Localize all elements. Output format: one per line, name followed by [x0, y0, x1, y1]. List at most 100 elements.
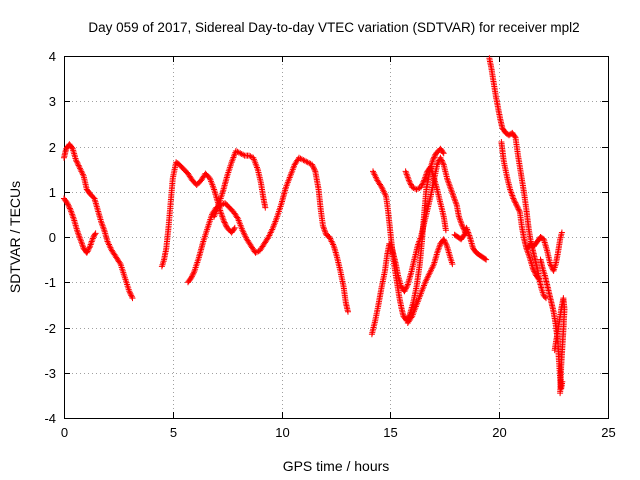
data-point: [531, 269, 538, 276]
data-point: [188, 274, 195, 281]
y-tick-label: 0: [49, 230, 56, 245]
data-point: [430, 155, 437, 162]
data-point: [128, 293, 135, 300]
data-point: [440, 236, 447, 243]
data-point: [547, 261, 554, 268]
data-point: [402, 285, 409, 292]
data-point: [536, 277, 543, 283]
data-point: [557, 390, 564, 397]
data-point: [406, 178, 413, 185]
data-point: [231, 226, 237, 233]
data-point: [311, 167, 318, 173]
x-axis-label: GPS time / hours: [283, 458, 390, 474]
data-point: [438, 156, 445, 163]
y-axis-label: SDTVAR / TECUs: [7, 181, 23, 293]
data-point: [65, 202, 72, 209]
data-point: [129, 295, 136, 302]
data-point: [514, 203, 521, 210]
data-point: [404, 282, 411, 289]
data-point: [419, 180, 426, 187]
data-point: [510, 195, 517, 202]
data-markers: [61, 55, 568, 397]
data-point: [75, 162, 82, 169]
data-point: [513, 202, 520, 209]
data-point: [459, 224, 466, 230]
data-point: [310, 164, 317, 171]
data-point: [514, 205, 521, 211]
data-point: [222, 220, 229, 227]
data-point: [529, 265, 536, 272]
data-point: [420, 178, 427, 185]
data-point: [418, 182, 425, 189]
grid-lines: [64, 56, 608, 418]
data-point: [417, 184, 424, 191]
data-point: [74, 161, 81, 168]
data-point: [401, 288, 408, 295]
data-point: [126, 289, 133, 296]
y-tick-label: -1: [44, 275, 56, 290]
data-point: [188, 273, 195, 280]
data-point: [190, 269, 197, 276]
data-point: [345, 308, 351, 315]
data-point: [434, 160, 441, 167]
data-point: [541, 294, 548, 300]
data-point: [189, 272, 196, 278]
data-point: [440, 160, 447, 167]
data-point: [92, 230, 99, 237]
x-tick-label: 10: [275, 425, 289, 440]
x-tick-label: 25: [601, 425, 615, 440]
data-point: [419, 181, 426, 188]
series-markers: [61, 55, 568, 397]
data-point: [231, 224, 238, 231]
data-point: [482, 255, 489, 262]
data-point: [438, 157, 445, 164]
chart-title: Day 059 of 2017, Sidereal Day-to-day VTE…: [88, 20, 579, 35]
y-tick-label: 2: [49, 140, 56, 155]
data-point: [73, 157, 79, 164]
data-point: [449, 261, 456, 268]
data-point: [511, 133, 518, 140]
data-point: [64, 201, 71, 208]
data-point: [530, 267, 537, 273]
data-point: [64, 200, 71, 207]
data-point: [511, 196, 517, 203]
y-tick-label: 4: [49, 49, 56, 64]
data-point: [309, 161, 316, 168]
data-point: [513, 201, 519, 207]
data-point: [128, 292, 135, 299]
data-point: [515, 206, 522, 213]
data-point: [222, 222, 229, 229]
data-point: [407, 181, 414, 188]
data-point: [405, 177, 412, 184]
data-point: [483, 256, 490, 263]
data-point: [116, 259, 123, 266]
data-point: [442, 239, 448, 245]
data-point: [407, 180, 414, 187]
data-point: [240, 151, 247, 158]
axis-ticks: 0 5 10 15 20 25 -4 -3 -2 -1 0 1 2 3 4: [44, 49, 615, 440]
y-tick-label: -4: [44, 411, 56, 426]
data-point: [221, 219, 228, 226]
data-point: [431, 153, 438, 159]
y-tick-label: 3: [49, 94, 56, 109]
data-point: [190, 270, 197, 277]
data-point: [442, 240, 449, 247]
data-point: [402, 286, 409, 293]
data-point: [262, 204, 269, 211]
data-point: [220, 218, 227, 225]
data-point: [429, 157, 436, 164]
data-point: [415, 185, 421, 192]
data-point: [127, 291, 134, 297]
data-point: [311, 165, 317, 172]
data-point: [83, 249, 90, 256]
data-point: [512, 199, 519, 206]
data-point: [403, 284, 410, 291]
data-point: [86, 244, 93, 251]
y-tick-label: -2: [44, 321, 56, 336]
data-point: [440, 150, 447, 157]
data-point: [516, 207, 523, 214]
x-tick-label: 20: [492, 425, 506, 440]
x-tick-label: 15: [383, 425, 397, 440]
